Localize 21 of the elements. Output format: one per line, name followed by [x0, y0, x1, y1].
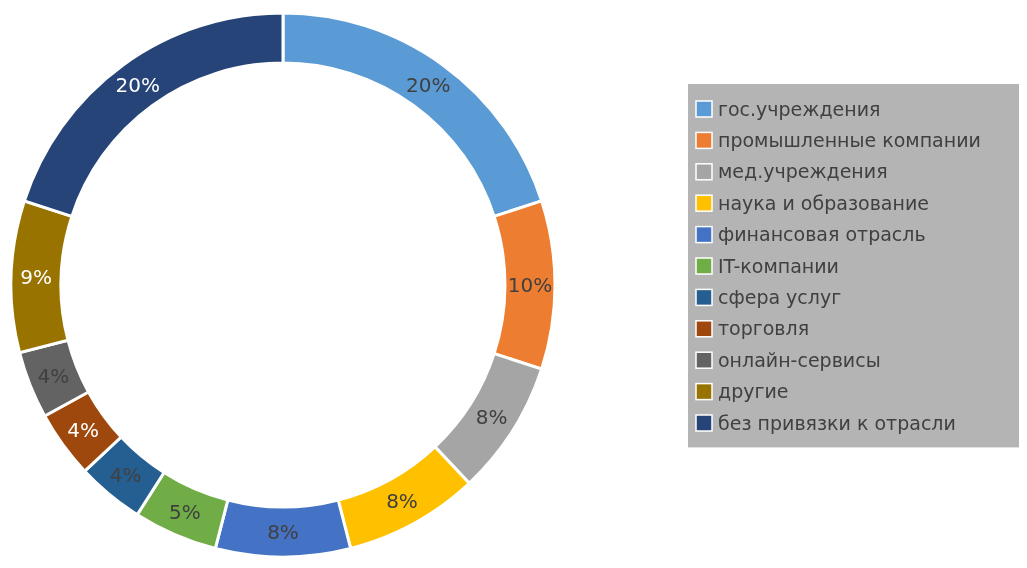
legend-label: сфера услуг	[718, 286, 842, 309]
data-label: 20%	[405, 73, 451, 98]
legend-label: наука и образование	[718, 191, 929, 214]
data-label: 4%	[109, 463, 142, 488]
data-label: 8%	[386, 489, 418, 514]
legend-label: другие	[718, 380, 789, 403]
data-label: 9%	[20, 265, 52, 290]
data-label: 10%	[507, 273, 553, 297]
legend-label: гос.учреждения	[718, 97, 881, 120]
legend-label: промышленные компании	[718, 129, 981, 152]
legend-label: без привязки к отрасли	[718, 411, 956, 434]
data-label: 4%	[67, 418, 100, 443]
legend-label: мед.учреждения	[718, 160, 888, 183]
data-label: 20%	[115, 73, 161, 98]
legend-label: торговля	[718, 317, 810, 340]
data-label: 5%	[169, 499, 201, 524]
data-label: 8%	[475, 405, 508, 430]
legend-label: онлайн-сервисы	[718, 348, 881, 371]
legend-label: финансовая отрасль	[718, 223, 926, 246]
data-label: 8%	[267, 520, 299, 544]
legend-label: IT-компании	[718, 254, 839, 277]
